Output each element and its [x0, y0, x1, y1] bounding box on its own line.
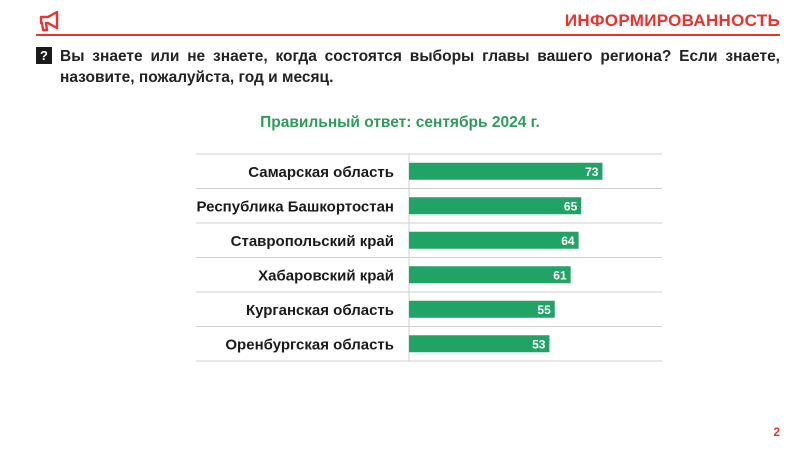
data-label: 65	[564, 199, 578, 213]
bar	[409, 162, 603, 180]
section-title: ИНФОРМИРОВАННОСТЬ	[564, 11, 780, 30]
bar	[409, 231, 579, 249]
data-label: 61	[553, 268, 567, 282]
header-divider	[36, 34, 780, 36]
category-label: Самарская область	[248, 164, 394, 181]
page-number: 2	[773, 425, 780, 439]
data-label: 73	[585, 165, 599, 179]
chart-subtitle: Правильный ответ: сентябрь 2024 г.	[260, 114, 540, 131]
question-marker: ?	[36, 47, 52, 64]
bar	[409, 197, 582, 215]
data-label: 55	[537, 303, 551, 317]
category-label: Курганская область	[246, 302, 394, 319]
category-label: Оренбургская область	[225, 336, 394, 353]
category-label: Хабаровский край	[258, 267, 394, 284]
category-label: Ставропольский край	[231, 233, 394, 250]
megaphone-icon	[39, 10, 59, 32]
bar	[409, 266, 571, 284]
bar-chart: Самарская область 73 Республика Башкортост…	[196, 150, 662, 364]
bar	[409, 335, 550, 353]
bar	[409, 300, 555, 318]
data-label: 53	[532, 337, 546, 351]
data-label: 64	[561, 234, 575, 248]
category-label: Республика Башкортостан	[197, 198, 394, 215]
question-text: Вы знаете или не знаете, когда состоятся…	[60, 48, 780, 86]
